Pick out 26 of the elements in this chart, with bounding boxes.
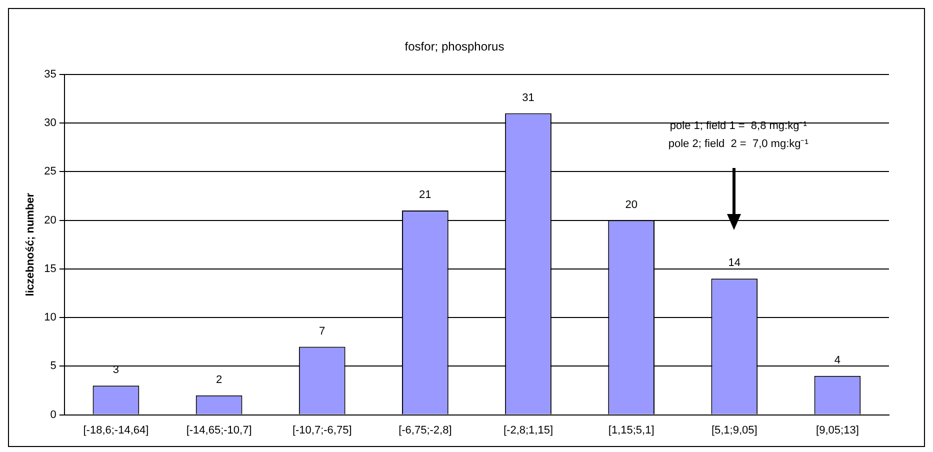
annotation: pole 2; field 2 = 7,0 mg:kg⁻¹ — [668, 138, 809, 150]
x-tick-label: [-14,65;-10,7] — [186, 424, 252, 436]
y-tick-label: 5 — [50, 360, 56, 372]
y-tick-label: 0 — [50, 408, 56, 421]
y-tick-label: 30 — [44, 117, 56, 130]
y-tick-label: 20 — [44, 214, 56, 226]
x-tick-label: [1,15;5,1] — [608, 424, 654, 436]
x-tick-label: [9,05;13] — [816, 424, 859, 436]
data-label: 21 — [419, 189, 432, 202]
y-tick-label: 35 — [44, 68, 56, 80]
x-tick-label: [-2,8;1,15] — [503, 424, 554, 436]
data-label: 14 — [728, 257, 741, 270]
y-tick-label: 10 — [44, 312, 56, 324]
x-tick-label: [-6,75;-2,8] — [398, 424, 452, 436]
data-label: 20 — [625, 198, 638, 211]
y-tick-label: 25 — [44, 166, 56, 178]
data-label: 2 — [216, 374, 222, 386]
data-label: 4 — [834, 354, 841, 366]
y-tick-label: 15 — [44, 262, 56, 275]
data-label: 31 — [522, 92, 534, 104]
x-tick-label: [-18,6;-14,64] — [83, 424, 149, 436]
y-axis-title: liczebność; number — [24, 192, 37, 296]
chart-title: fosfor; phosphorus — [404, 40, 504, 54]
data-label: 7 — [319, 325, 326, 338]
x-tick-label: [-10,7;-6,75] — [292, 424, 352, 436]
x-tick-label: [5,1;9,05] — [711, 424, 758, 436]
